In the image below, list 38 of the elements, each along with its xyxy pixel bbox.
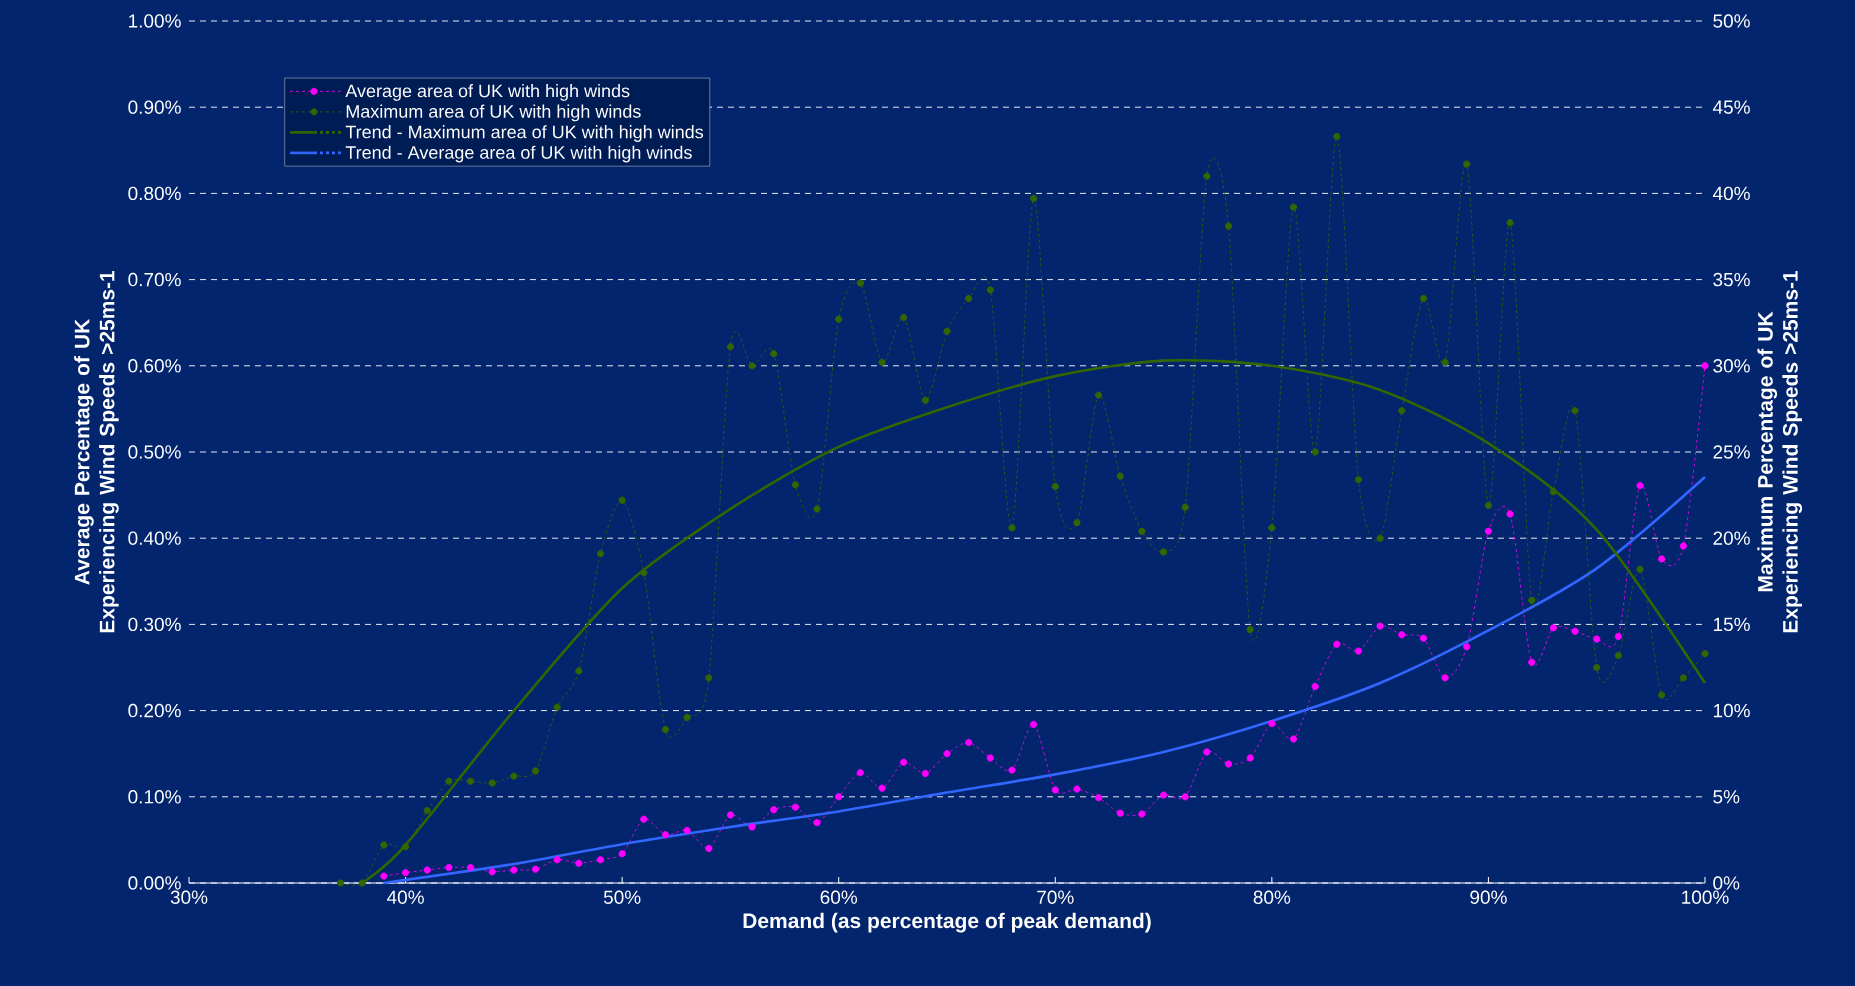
x-tick-label: 40%	[386, 890, 424, 904]
x-tick-label: 30%	[170, 890, 208, 904]
y-tick-label: 0.20%	[128, 703, 181, 718]
y-tick-label: 0.90%	[128, 100, 181, 114]
y2-axis-title: Maximum Percentage of UK Experiencing Wind Speeds >25ms-1	[1757, 270, 1803, 633]
x-tick-label: 90%	[1470, 890, 1507, 904]
y-tick-label: 0.70%	[128, 272, 181, 287]
y2-tick-label: 30%	[1713, 359, 1750, 373]
y2-tick-label: 15%	[1713, 617, 1750, 632]
y2-tick-label: 45%	[1712, 100, 1750, 114]
y-tick-label: 0.10%	[128, 790, 181, 804]
y-tick-label: 0.00%	[128, 876, 181, 890]
y-axis-title: Average Percentage of UK Experiencing Wind Speeds >25ms-1	[74, 270, 119, 633]
y2-tick-label: 35%	[1713, 272, 1750, 287]
legend-label: Trend - Maximum area of UK with high winds	[345, 125, 704, 142]
y2-tick-label: 25%	[1713, 445, 1750, 459]
y-tick-label: 0.50%	[128, 445, 181, 459]
y-tick-label: 0.80%	[128, 186, 181, 201]
y2-tick-label: 40%	[1712, 186, 1750, 201]
y-tick-label: 0.40%	[128, 531, 181, 545]
y-tick-label: 0.60%	[128, 359, 181, 373]
y2-tick-label: 0%	[1713, 876, 1740, 890]
x-tick-label: 50%	[603, 890, 641, 904]
legend-label: Average area of UK with high winds	[345, 84, 630, 101]
x-tick-label: 70%	[1037, 890, 1074, 904]
x-tick-label: 80%	[1253, 890, 1291, 904]
y2-tick-label: 5%	[1713, 790, 1740, 804]
line-series	[382, 475, 1707, 885]
y-tick-label: 0.30%	[128, 617, 181, 632]
y2-tick-label: 20%	[1713, 531, 1750, 545]
x-tick-label: 100%	[1682, 890, 1729, 904]
y-tick-label: 1.00%	[129, 14, 181, 28]
x-tick-label: 60%	[820, 890, 858, 904]
y2-tick-label: 50%	[1713, 14, 1750, 28]
legend-label: Trend - Average area of UK with high winds	[345, 145, 692, 163]
legend-label: Maximum area of UK with high winds	[346, 104, 641, 122]
y2-tick-label: 10%	[1713, 703, 1750, 718]
x-axis-title: Demand (as percentage of peak demand)	[743, 912, 1151, 933]
